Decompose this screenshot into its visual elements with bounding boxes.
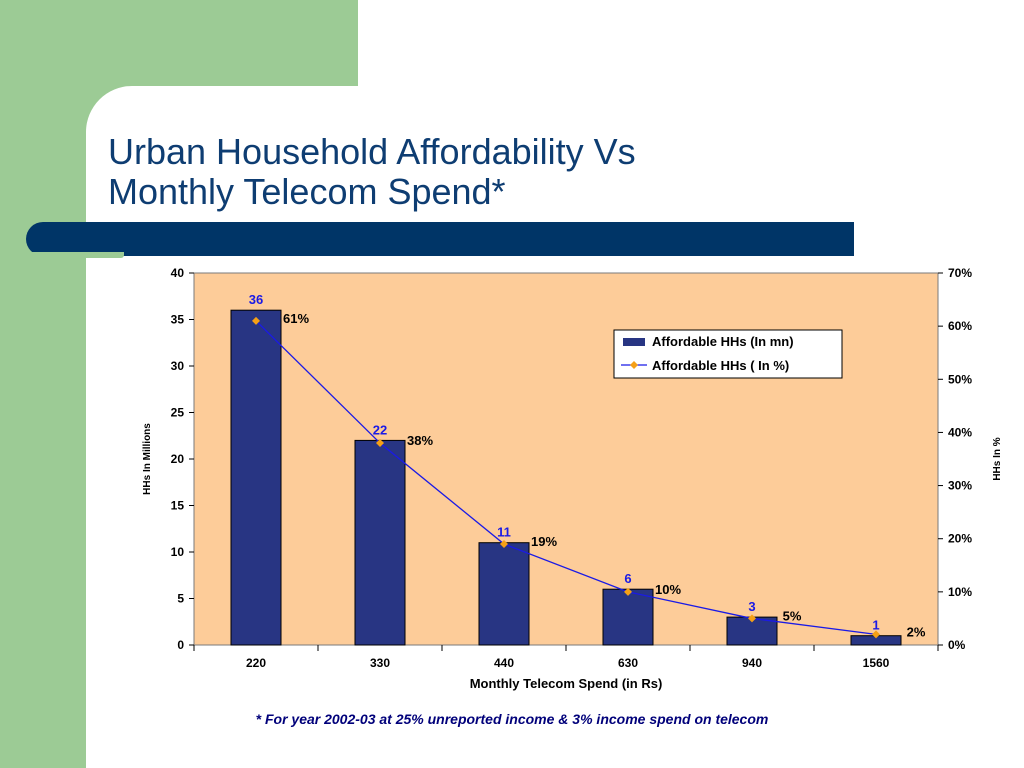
y2-tick-label: 60% bbox=[948, 319, 972, 333]
y2-axis-title: HHs In % bbox=[992, 437, 1003, 480]
legend-box bbox=[613, 329, 843, 379]
bar-value-label: 22 bbox=[373, 422, 387, 437]
line-value-label: 19% bbox=[531, 534, 557, 549]
x-axis-title: Monthly Telecom Spend (in Rs) bbox=[470, 676, 663, 691]
bar-value-label: 3 bbox=[748, 599, 755, 614]
x-tick-label: 1560 bbox=[863, 656, 890, 670]
legend-marker-swatch bbox=[630, 361, 638, 369]
y-tick-label: 40 bbox=[171, 266, 185, 280]
y-tick-label: 30 bbox=[171, 359, 185, 373]
line-value-label: 5% bbox=[783, 608, 802, 623]
bar bbox=[230, 309, 282, 646]
y2-tick-label: 0% bbox=[948, 638, 966, 652]
slide-title: Urban Household Affordability Vs Monthly… bbox=[108, 132, 636, 212]
legend-bar-swatch bbox=[623, 338, 645, 346]
y-axis-title: HHs In Millions bbox=[142, 423, 153, 495]
title-line-2: Monthly Telecom Spend* bbox=[108, 171, 506, 212]
y2-tick-label: 30% bbox=[948, 479, 972, 493]
line-value-label: 10% bbox=[655, 582, 681, 597]
bar bbox=[478, 542, 530, 646]
footnote: * For year 2002-03 at 25% unreported inc… bbox=[255, 711, 769, 727]
legend-label-bars: Affordable HHs (In mn) bbox=[652, 334, 794, 349]
line-marker bbox=[376, 439, 384, 448]
y-tick-label: 15 bbox=[171, 499, 185, 513]
bar-value-label: 1 bbox=[872, 618, 879, 633]
bar-value-label: 36 bbox=[249, 292, 263, 307]
x-tick-label: 940 bbox=[742, 656, 762, 670]
line-marker bbox=[748, 614, 756, 623]
band-accent bbox=[26, 252, 124, 258]
y2-tick-label: 40% bbox=[948, 425, 972, 439]
title-line-1: Urban Household Affordability Vs bbox=[108, 131, 636, 172]
y2-tick-label: 20% bbox=[948, 532, 972, 546]
y2-tick-label: 10% bbox=[948, 585, 972, 599]
bar-value-label: 6 bbox=[624, 571, 631, 586]
y-tick-label: 5 bbox=[177, 592, 184, 606]
plot-area bbox=[193, 272, 939, 646]
percent-line bbox=[255, 320, 877, 636]
y-tick-label: 35 bbox=[171, 313, 185, 327]
line-marker bbox=[624, 587, 632, 596]
line-marker bbox=[872, 630, 880, 639]
line-marker bbox=[252, 316, 260, 325]
y-tick-label: 10 bbox=[171, 545, 185, 559]
x-tick-label: 220 bbox=[246, 656, 266, 670]
legend-label-line: Affordable HHs ( In %) bbox=[652, 358, 789, 373]
y-tick-label: 20 bbox=[171, 452, 185, 466]
bar bbox=[354, 439, 406, 646]
line-value-label: 61% bbox=[283, 311, 309, 326]
line-value-label: 38% bbox=[407, 433, 433, 448]
y2-tick-label: 50% bbox=[948, 372, 972, 386]
x-tick-label: 330 bbox=[370, 656, 390, 670]
bar bbox=[602, 588, 654, 646]
bar-value-label: 11 bbox=[497, 525, 511, 540]
x-tick-label: 630 bbox=[618, 656, 638, 670]
line-value-label: 2% bbox=[907, 624, 926, 639]
x-tick-label: 440 bbox=[494, 656, 514, 670]
y-tick-label: 25 bbox=[171, 406, 185, 420]
title-underline-band bbox=[26, 222, 854, 256]
y2-tick-label: 70% bbox=[948, 266, 972, 280]
y-tick-label: 0 bbox=[177, 638, 184, 652]
line-marker bbox=[500, 540, 508, 549]
